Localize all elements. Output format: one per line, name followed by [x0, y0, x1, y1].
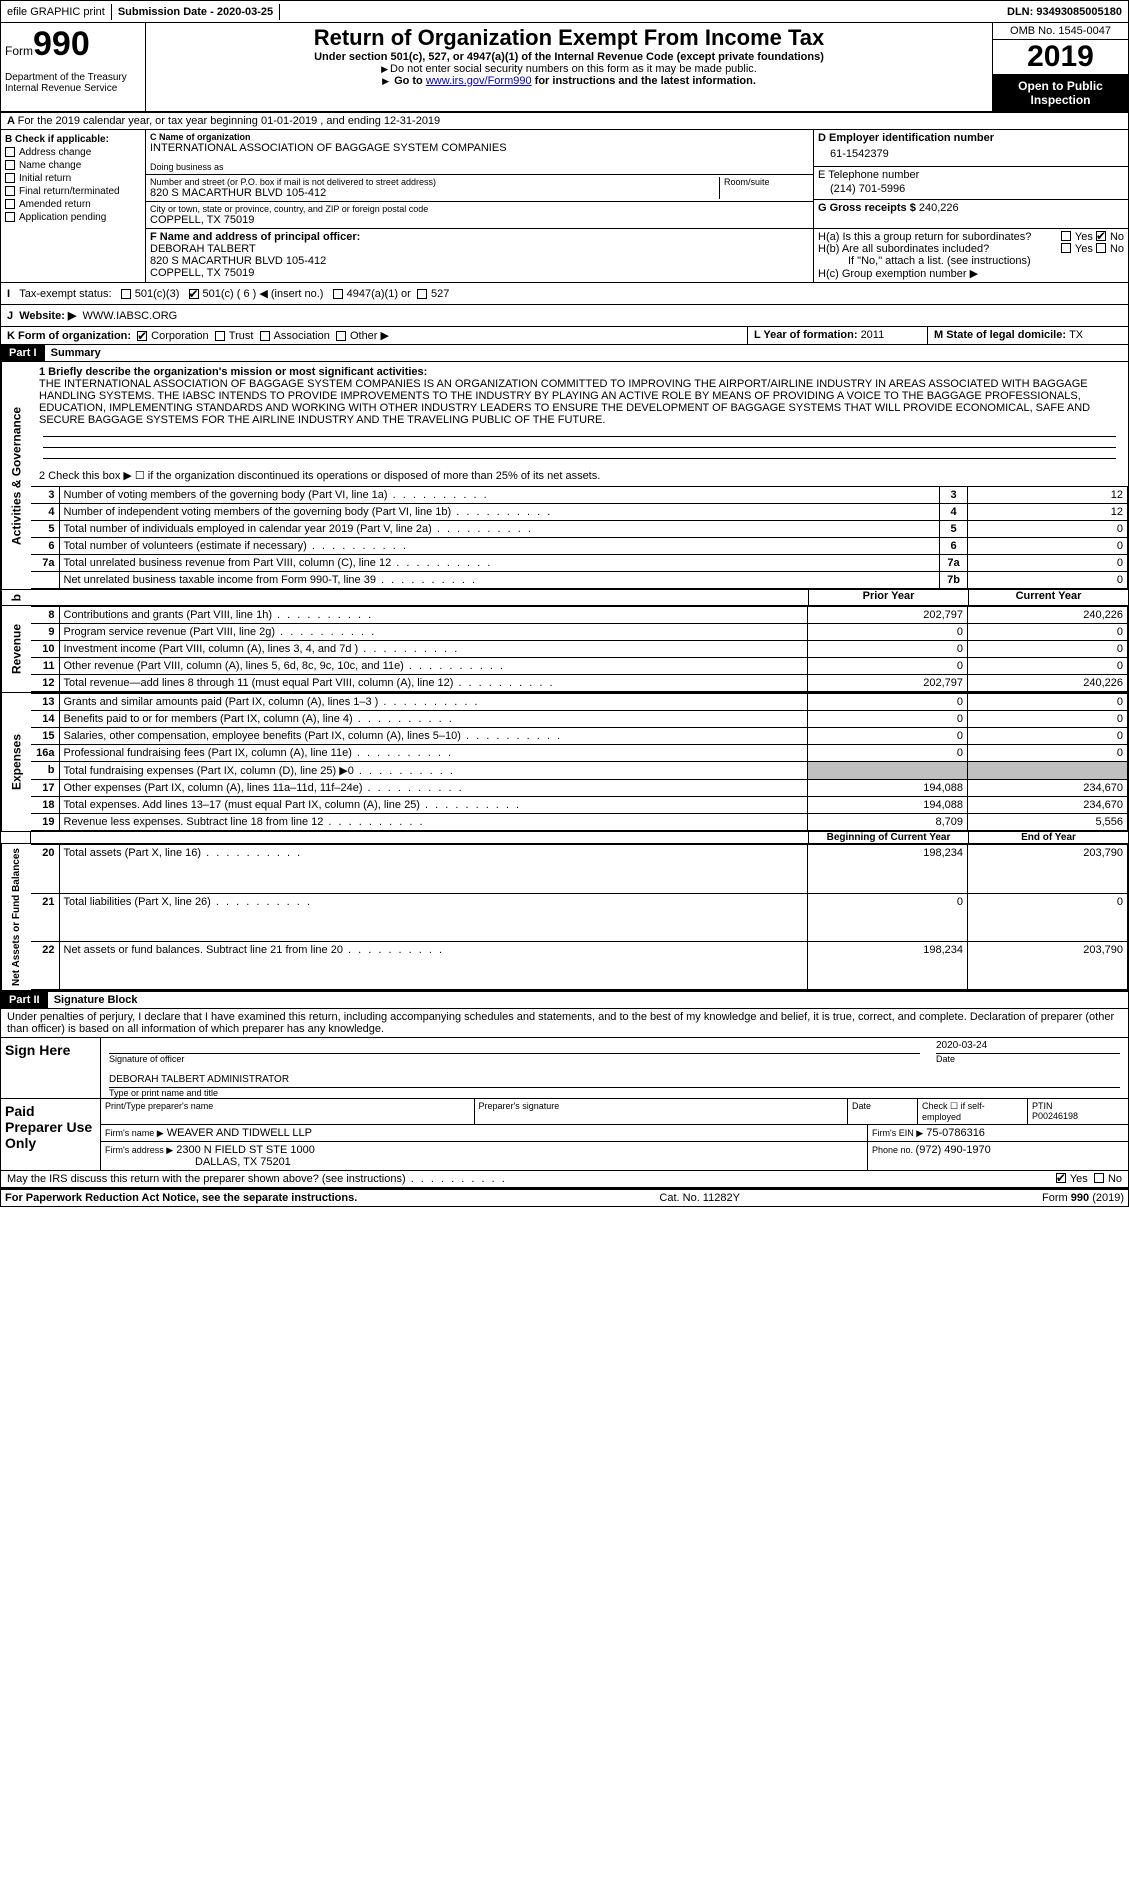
dept: Department of the Treasury: [5, 72, 141, 83]
sig-officer-label: Signature of officer: [109, 1054, 920, 1064]
section-expenses: Expenses: [1, 693, 31, 831]
row-a: A For the 2019 calendar year, or tax yea…: [1, 113, 1128, 130]
officer-name: DEBORAH TALBERT ADMINISTRATOR: [109, 1072, 1120, 1088]
efile-label: efile GRAPHIC print: [1, 4, 112, 20]
section-h: H(a) Is this a group return for subordin…: [813, 229, 1128, 282]
irs: Internal Revenue Service: [5, 83, 141, 94]
section-c-name: C Name of organization INTERNATIONAL ASS…: [146, 130, 813, 175]
section-c-street: Number and street (or P.O. box if mail i…: [150, 177, 719, 199]
subtitle-1: Under section 501(c), 527, or 4947(a)(1)…: [150, 51, 988, 63]
col-eoy: End of Year: [968, 832, 1128, 843]
cb-trust[interactable]: [215, 331, 225, 341]
cb-discuss-yes[interactable]: [1056, 1173, 1066, 1183]
section-c-city: City or town, state or province, country…: [146, 202, 813, 228]
form-header: Form990 Department of the Treasury Inter…: [1, 23, 1128, 113]
pra-notice: For Paperwork Reduction Act Notice, see …: [5, 1192, 357, 1204]
form-number: 990: [33, 25, 90, 63]
cb-corp[interactable]: [137, 331, 147, 341]
cb-ha-yes[interactable]: [1061, 231, 1071, 241]
room-suite: Room/suite: [719, 177, 809, 199]
table-expenses: 13Grants and similar amounts paid (Part …: [31, 693, 1128, 831]
cb-other[interactable]: [336, 331, 346, 341]
section-e: E Telephone number (214) 701-5996: [814, 167, 1128, 200]
cb-527[interactable]: [417, 289, 427, 299]
cb-hb-yes[interactable]: [1061, 243, 1071, 253]
subtitle-3: Go to www.irs.gov/Form990 for instructio…: [150, 75, 988, 87]
section-m: M State of legal domicile: TX: [928, 327, 1128, 344]
table-net-assets: 20Total assets (Part X, line 16)198,2342…: [31, 844, 1128, 990]
form-footer: Form 990 (2019): [1042, 1192, 1124, 1204]
col-current-year: Current Year: [968, 590, 1128, 605]
line1-label: 1 Briefly describe the organization's mi…: [39, 366, 1120, 378]
part2-title: Signature Block: [54, 994, 138, 1006]
cb-final-return[interactable]: [5, 186, 15, 196]
firm-phone: (972) 490-1970: [916, 1144, 991, 1156]
cb-discuss-no[interactable]: [1094, 1173, 1104, 1183]
dln: DLN: 93493085005180: [1001, 4, 1128, 20]
cb-name-change[interactable]: [5, 160, 15, 170]
mission-text: THE INTERNATIONAL ASSOCIATION OF BAGGAGE…: [39, 378, 1120, 426]
cb-501c3[interactable]: [121, 289, 131, 299]
cat-no: Cat. No. 11282Y: [357, 1192, 1042, 1204]
table-activities-governance: 3Number of voting members of the governi…: [31, 486, 1128, 589]
section-l: L Year of formation: 2011: [748, 327, 928, 344]
tax-year: 2019: [993, 40, 1128, 75]
cb-initial-return[interactable]: [5, 173, 15, 183]
section-net-assets: Net Assets or Fund Balances: [1, 844, 31, 990]
open-to-public: Open to Public Inspection: [993, 75, 1128, 111]
cb-assoc[interactable]: [260, 331, 270, 341]
line2: 2 Check this box ▶ ☐ if the organization…: [31, 465, 1128, 486]
subtitle-2: Do not enter social security numbers on …: [150, 63, 988, 75]
firm-name: WEAVER AND TIDWELL LLP: [167, 1127, 312, 1139]
firm-addr1: 2300 N FIELD ST STE 1000: [176, 1144, 315, 1156]
cb-ha-no[interactable]: [1096, 231, 1106, 241]
cb-hb-no[interactable]: [1096, 243, 1106, 253]
top-bar: efile GRAPHIC print Submission Date - 20…: [1, 1, 1128, 23]
sign-here-label: Sign Here: [1, 1038, 101, 1098]
part1-header: Part I: [1, 345, 45, 361]
section-i: I Tax-exempt status: 501(c)(3) 501(c) ( …: [1, 283, 1128, 305]
section-g: G Gross receipts $ 240,226: [814, 200, 1128, 216]
col-prior-year: Prior Year: [808, 590, 968, 605]
may-discuss-row: May the IRS discuss this return with the…: [1, 1171, 1128, 1189]
omb-number: OMB No. 1545-0047: [993, 23, 1128, 40]
paid-preparer-label: Paid Preparer Use Only: [1, 1099, 101, 1170]
section-b: B Check if applicable: Address change Na…: [1, 130, 146, 282]
cb-amended[interactable]: [5, 199, 15, 209]
sig-date: 2020-03-24: [936, 1038, 1120, 1054]
col-boy: Beginning of Current Year: [808, 832, 968, 843]
cb-address-change[interactable]: [5, 147, 15, 157]
cb-501c[interactable]: [189, 289, 199, 299]
ptin: P00246198: [1032, 1111, 1078, 1121]
section-activities-governance: Activities & Governance: [1, 362, 31, 589]
part2-header: Part II: [1, 992, 48, 1008]
cb-4947[interactable]: [333, 289, 343, 299]
section-d: D Employer identification number 61-1542…: [814, 130, 1128, 167]
row-klm: K Form of organization: Corporation Trus…: [1, 327, 1128, 345]
section-revenue: Revenue: [1, 606, 31, 692]
irs-link[interactable]: www.irs.gov/Form990: [426, 75, 532, 87]
form-title: Return of Organization Exempt From Incom…: [150, 25, 988, 51]
table-revenue: 8Contributions and grants (Part VIII, li…: [31, 606, 1128, 692]
declaration: Under penalties of perjury, I declare th…: [1, 1009, 1128, 1038]
cb-application-pending[interactable]: [5, 212, 15, 222]
firm-ein: 75-0786316: [926, 1127, 985, 1139]
part1-title: Summary: [51, 347, 101, 359]
submission-date: Submission Date - 2020-03-25: [112, 4, 280, 20]
firm-addr2: DALLAS, TX 75201: [195, 1156, 291, 1168]
section-j: J Website: ▶ WWW.IABSC.ORG: [1, 305, 1128, 327]
section-f: F Name and address of principal officer:…: [146, 229, 813, 282]
